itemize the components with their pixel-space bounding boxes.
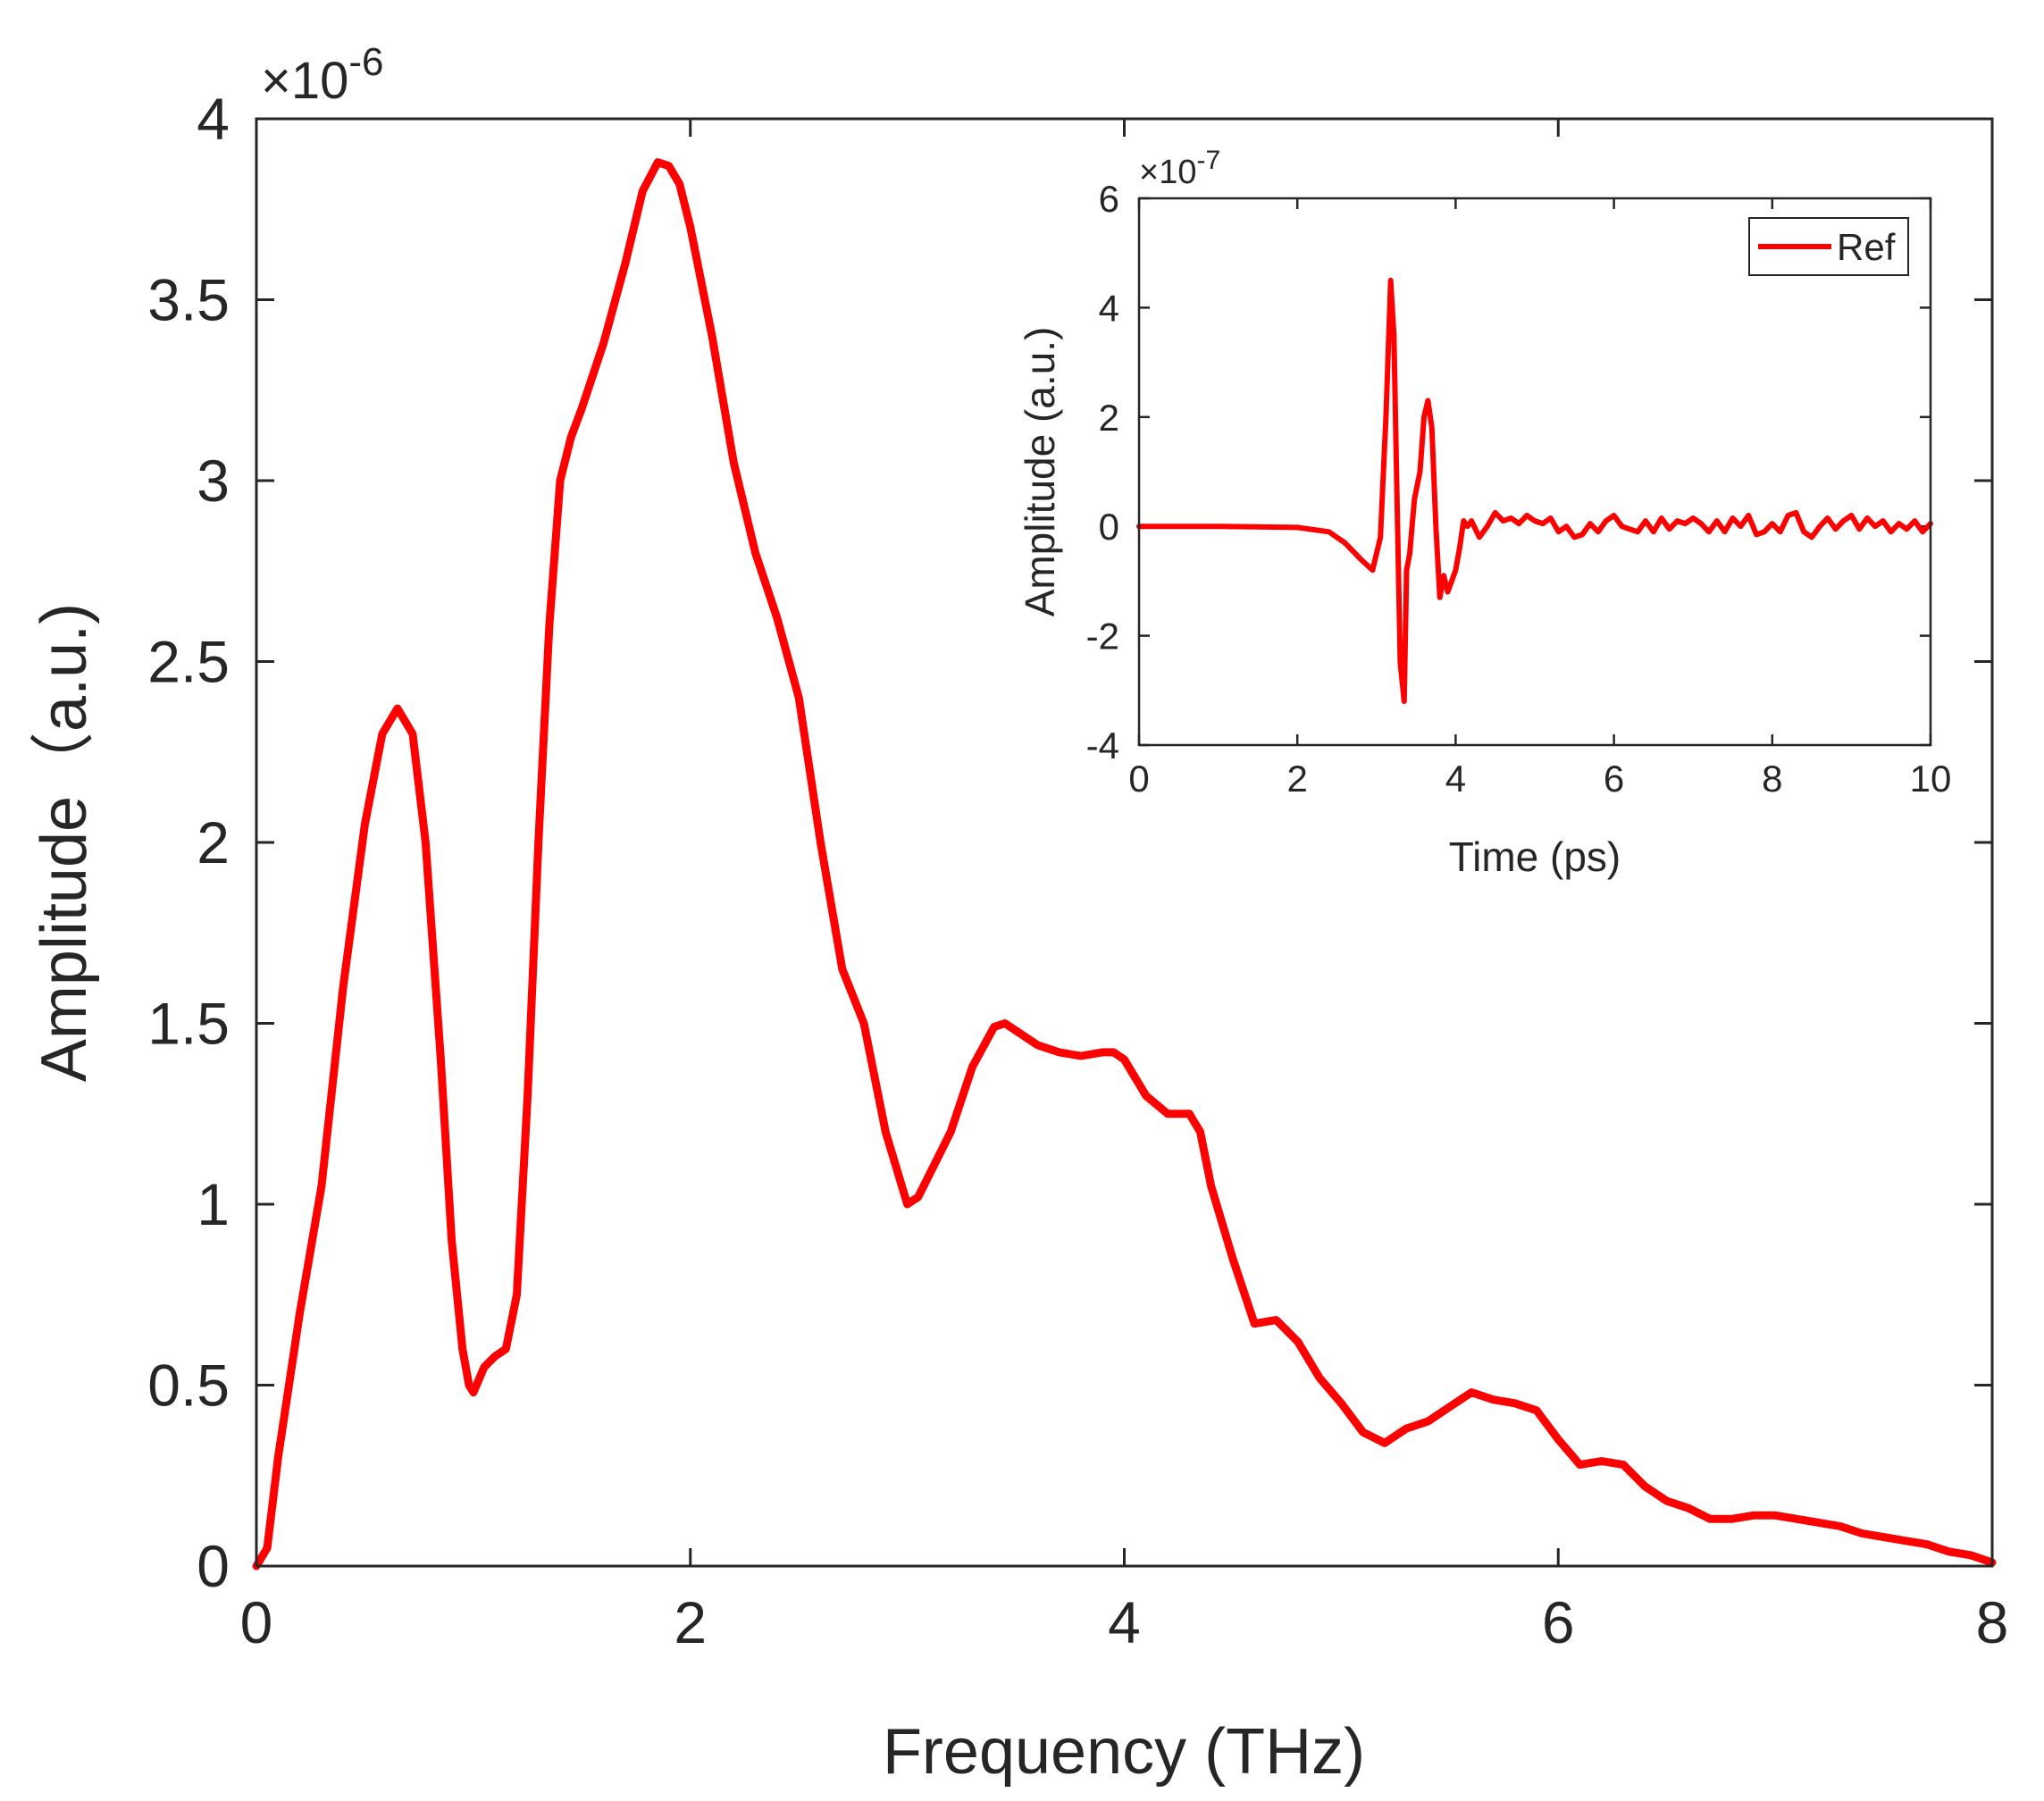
main-y-tick-label: 2: [197, 809, 230, 875]
inset-legend: Ref: [1748, 217, 1909, 276]
main-y-tick-label: 0.5: [147, 1353, 230, 1419]
main-y-tick-label: 4: [197, 86, 230, 152]
main-y-tick-label: 2.5: [147, 629, 230, 695]
main-y-tick-label: 3.5: [147, 267, 230, 333]
main-x-tick-label: 2: [674, 1589, 707, 1655]
main-axes-box: [255, 117, 1994, 1568]
main-exponent-power: -6: [348, 40, 383, 84]
inset-y-tick-label: 6: [1099, 178, 1119, 220]
inset-plot-area: [1139, 198, 1931, 745]
main-y-tick-label: 3: [197, 448, 230, 514]
main-series: [252, 158, 1997, 1571]
inset-y-tick-label: 2: [1099, 397, 1119, 439]
inset-y-tick-label: 4: [1099, 287, 1119, 329]
main-y-axis-label: Amplitude（a.u.): [29, 603, 100, 1082]
inset-axes-box: [1137, 197, 1932, 747]
inset-x-tick-label: 0: [1128, 758, 1149, 800]
inset-series: [1136, 277, 1933, 704]
inset-series-line: [1136, 277, 1933, 704]
inset-chart: 0 2 4 6 8 10 -4 -2 0 2 4 6 ×10-7 Ref Time (ps) Ampl…: [1017, 146, 1951, 880]
main-exponent: ×10-6: [261, 40, 384, 110]
inset-y-tick-label: 0: [1099, 506, 1119, 548]
main-exponent-base: ×10: [261, 52, 348, 110]
main-series-line: [252, 158, 1997, 1571]
main-y-tick-label: 1: [197, 1171, 230, 1237]
main-y-tick-label: 1.5: [147, 991, 230, 1057]
main-x-tick-label: 6: [1542, 1589, 1575, 1655]
main-ticks: 0 2 4 6 8 0 0.5 1 1.5 2 2.5 3 3.5 4: [147, 86, 2008, 1655]
inset-y-axis-label: Amplitude (a.u.): [1017, 327, 1063, 617]
inset-x-tick-label: 10: [1910, 758, 1952, 800]
inset-y-tick-label: -2: [1086, 616, 1119, 658]
inset-y-tick-label: -4: [1086, 725, 1119, 766]
inset-exponent-power: -7: [1196, 146, 1220, 175]
main-x-axis-label: Frequency (THz): [883, 1716, 1365, 1788]
inset-x-tick-label: 2: [1287, 758, 1308, 800]
main-y-tick-label: 0: [197, 1533, 230, 1599]
inset-x-axis-label: Time (ps): [1449, 833, 1621, 880]
inset-x-tick-label: 6: [1604, 758, 1624, 800]
main-x-tick-label: 0: [240, 1589, 273, 1655]
main-x-tick-label: 4: [1108, 1589, 1141, 1655]
main-x-tick-label: 8: [1976, 1589, 2009, 1655]
inset-exponent: ×10-7: [1139, 146, 1220, 191]
inset-legend-label: Ref: [1837, 226, 1896, 268]
inset-exponent-base: ×10: [1139, 154, 1196, 191]
inset-x-tick-label: 8: [1762, 758, 1782, 800]
inset-x-tick-label: 4: [1445, 758, 1466, 800]
